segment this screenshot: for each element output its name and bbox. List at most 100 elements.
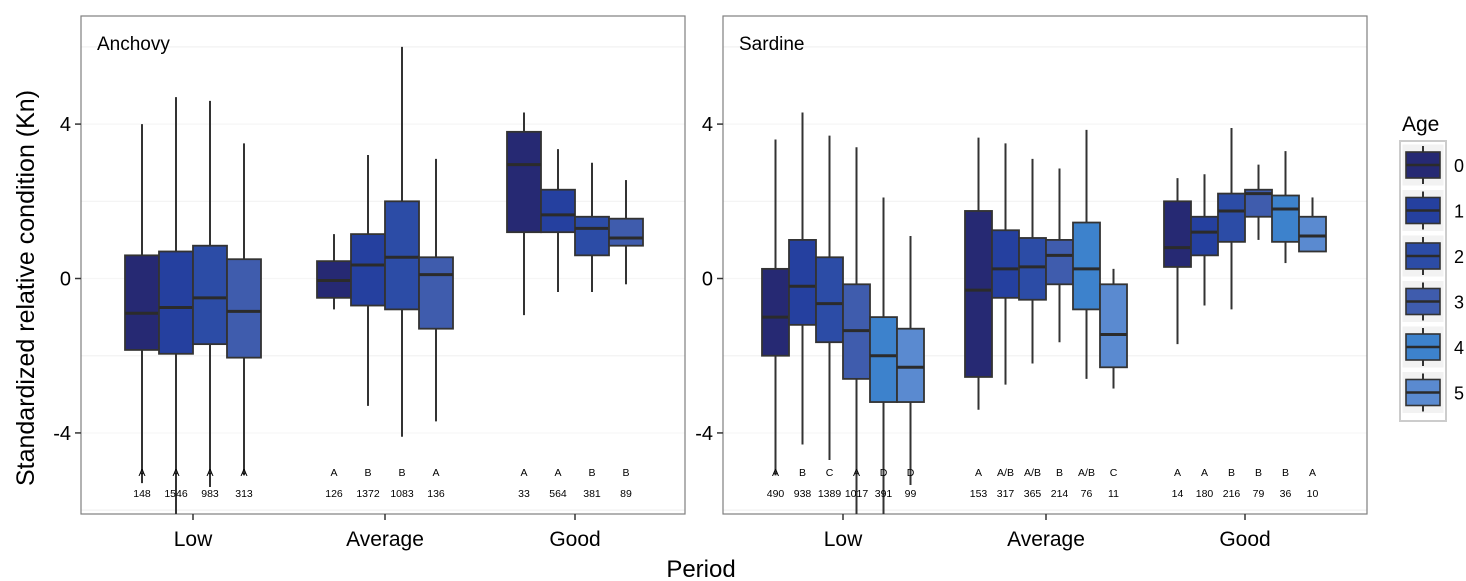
x-tick-label: Average [346,528,424,551]
sample-size: 1017 [845,488,869,500]
significance-letter: A [206,467,213,479]
y-tick-label: -4 [53,423,71,445]
box-age-0: A 490 [761,139,790,500]
significance-letter: A [172,467,179,479]
sample-size: 313 [235,488,253,500]
y-tick-label: 4 [702,114,713,136]
sample-size: 216 [1223,488,1241,500]
sample-size: 317 [997,488,1015,500]
significance-letter: B [364,467,371,479]
sample-size: 490 [767,488,785,500]
legend-key-3: 3 [1401,280,1464,323]
panel-anchovy: Anchovy -4 0 4 Low Average Good A 148 A 1546 A 983 A 3… [53,15,686,551]
sample-size: 11 [1108,488,1119,500]
box [350,233,386,307]
y-tick-label: -4 [695,423,713,445]
legend-label: 1 [1454,202,1464,222]
legend-key-1: 1 [1401,189,1464,232]
group-low: A 148 A 1546 A 983 A 313 [124,97,262,514]
sample-size: 14 [1172,488,1184,500]
box [869,316,898,403]
group-low: A 490 B 938 C 1389 A 1017 D 391 D 99 [761,112,925,514]
box [1190,215,1219,257]
x-tick-label: Average [1007,528,1085,551]
box-age-5: D 99 [896,236,925,500]
significance-letter: A/B [1024,467,1041,479]
box-age-4: B 36 [1271,151,1300,500]
sample-size: 136 [427,488,445,500]
panel-title: Anchovy [97,34,170,55]
x-tick-label: Low [824,528,863,551]
legend-key-2: 2 [1401,234,1464,278]
box [1271,194,1300,243]
legend-label: 4 [1454,338,1464,358]
box-age-3: B 214 [1045,168,1074,500]
box-age-1: A 180 [1190,174,1219,500]
sample-size: 148 [133,488,151,500]
box [815,256,844,344]
group-good: A 33 A 564 B 381 B 89 [506,112,644,500]
sample-size: 391 [875,488,893,500]
box [540,188,576,234]
significance-letter: B [1282,467,1289,479]
significance-letter: A [1201,467,1208,479]
box [574,215,610,257]
box [1298,215,1327,253]
sample-size: 33 [518,488,530,500]
significance-letter: A [853,467,860,479]
box-age-2: B 381 [574,162,610,500]
sample-size: 1389 [818,488,842,500]
sample-size: 79 [1253,488,1265,500]
box [226,258,262,359]
box-age-5: A 10 [1298,197,1327,500]
significance-letter: A [330,467,337,479]
sample-size: 365 [1024,488,1042,500]
panel-border [80,15,686,515]
sample-size: 10 [1307,488,1319,500]
significance-letter: B [622,467,629,479]
box [1217,192,1246,243]
significance-letter: B [588,467,595,479]
y-axis-label: Standardized relative condition (Kn) [12,90,40,486]
significance-letter: B [398,467,405,479]
box-age-2: B 1083 [384,46,420,500]
legend-label: 2 [1454,247,1464,267]
box-age-2: A/B 365 [1018,158,1047,500]
sample-size: 1372 [356,488,380,500]
legend-label: 0 [1454,156,1464,176]
box-age-2: B 216 [1217,127,1246,500]
sample-size: 1546 [164,488,188,500]
panel-title: Sardine [739,34,805,55]
box [384,200,420,311]
box [1045,239,1074,286]
y-tick-label: 4 [60,114,71,136]
box-age-1: B 1372 [350,154,386,500]
box-age-3: B 89 [608,180,644,500]
significance-letter: A [1174,467,1181,479]
box-age-0: A 33 [506,112,542,500]
box-age-1: B 938 [788,112,817,500]
box [1018,237,1047,301]
box-age-4: A/B 76 [1072,129,1101,500]
significance-letter: C [1110,467,1118,479]
box [896,327,925,403]
significance-letter: B [1255,467,1262,479]
y-tick-label: 0 [60,269,71,291]
box [124,254,160,351]
sample-size: 938 [794,488,812,500]
significance-letter: A [554,467,561,479]
significance-letter: A/B [1078,467,1095,479]
y-tick-label: 0 [702,269,713,291]
sample-size: 983 [201,488,219,500]
x-tick-label: Low [174,528,213,551]
box [608,217,644,247]
legend-key-0: 0 [1401,143,1464,187]
significance-letter: A [1309,467,1316,479]
box-age-2: C 1389 [815,135,844,500]
significance-letter: B [799,467,806,479]
box [192,244,228,346]
group-average: A 126 B 1372 B 1083 A 136 [316,46,454,500]
significance-letter: C [826,467,834,479]
significance-letter: A [240,467,247,479]
